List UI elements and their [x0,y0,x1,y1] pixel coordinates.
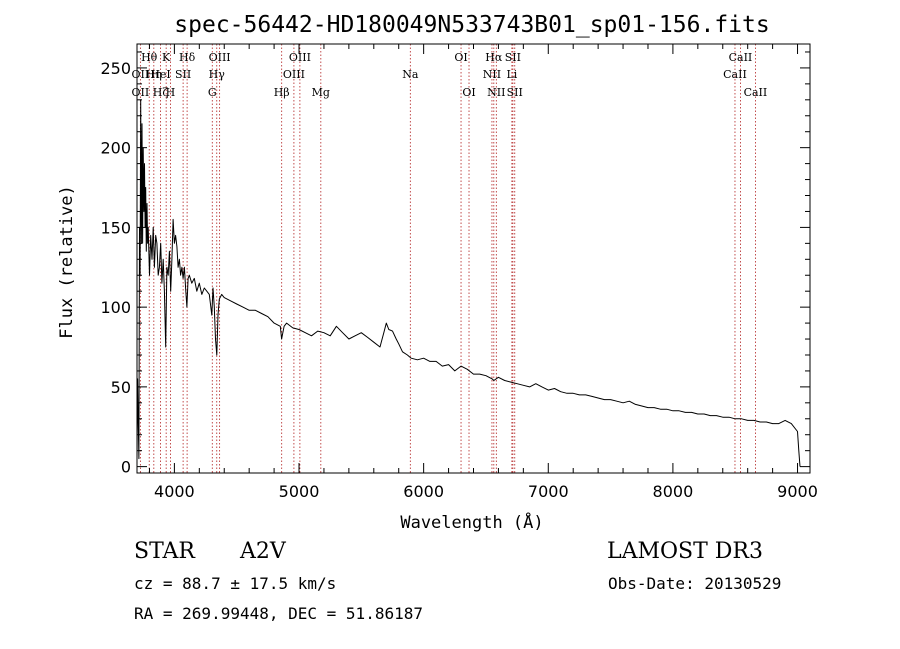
chart-title: spec-56442-HD180049N533743B01_sp01-156.f… [174,12,769,38]
line-marker-label: CaII [744,86,768,99]
line-marker-label: Hθ [141,51,158,64]
line-marker-label: SII [175,68,191,81]
coordinates: RA = 269.99448, DEC = 51.86187 [134,604,423,623]
line-marker-label: HeI [150,68,170,81]
line-marker-label: Hγ [209,68,226,81]
redshift-readout: cz = 88.7 ± 17.5 km/s [134,574,337,593]
line-marker-label: Hβ [274,86,290,99]
line-marker-label: OI [462,86,475,99]
spectrum-series [136,99,801,467]
line-marker-label: OIII [283,68,305,81]
y-tick-label: 50 [111,378,131,397]
line-marker-label: Mg [312,86,330,99]
x-tick-label: 9000 [777,482,818,501]
line-marker-label: NII [483,68,501,81]
object-class: STAR [134,539,195,564]
line-marker-label: OIII [289,51,311,64]
line-marker-label: SII [507,86,523,99]
line-marker-label: CaII [729,51,753,64]
x-tick-label: 5000 [279,482,320,501]
x-axis-label: Wavelength (Å) [400,511,543,533]
survey-name: LAMOST DR3 [607,539,763,564]
x-tick-label: 8000 [653,482,694,501]
line-marker-label: Hδ [179,51,196,64]
line-marker-labels: OII OII Hθ Hη Hζ HeI K SII H Hδ OIII Hγ G Hβ OIII OIII M… [132,51,768,99]
line-marker-label: Hη [146,68,162,81]
y-tick-label: 200 [100,139,131,158]
line-marker-label: K [162,51,171,64]
line-marker-label: Na [402,68,419,81]
line-marker-label: CaII [723,68,747,81]
y-axis-label: Flux (relative) [57,185,77,339]
obs-date: Obs-Date: 20130529 [608,574,782,593]
line-marker-label: Li [506,68,517,81]
x-tick-label: 7000 [528,482,569,501]
y-tick-label: 0 [121,458,131,477]
line-marker-label: H [166,86,176,99]
line-marker-label: OII [132,68,150,81]
y-tick-label: 100 [100,298,131,317]
line-marker-label: OIII [209,51,231,64]
line-markers [139,44,756,473]
line-marker-label: OII [132,86,150,99]
y-tick-label: 250 [100,59,131,78]
spectral-type: A2V [240,539,286,564]
line-marker-label: Hζ [153,86,169,99]
plot-frame [136,43,811,474]
x-axis: 4000 5000 6000 7000 8000 9000 [148,44,818,501]
line-marker-label: G [208,86,217,99]
line-marker-label: SII [505,51,521,64]
series-line-0 [136,99,801,467]
line-marker-label: Hα [485,51,503,64]
y-tick-label: 150 [100,218,131,237]
x-tick-label: 6000 [403,482,444,501]
x-tick-label: 4000 [154,482,195,501]
line-marker-label: OI [454,51,467,64]
line-marker-label: NII [487,86,505,99]
y-axis: 0 50 100 150 200 250 [100,51,810,477]
